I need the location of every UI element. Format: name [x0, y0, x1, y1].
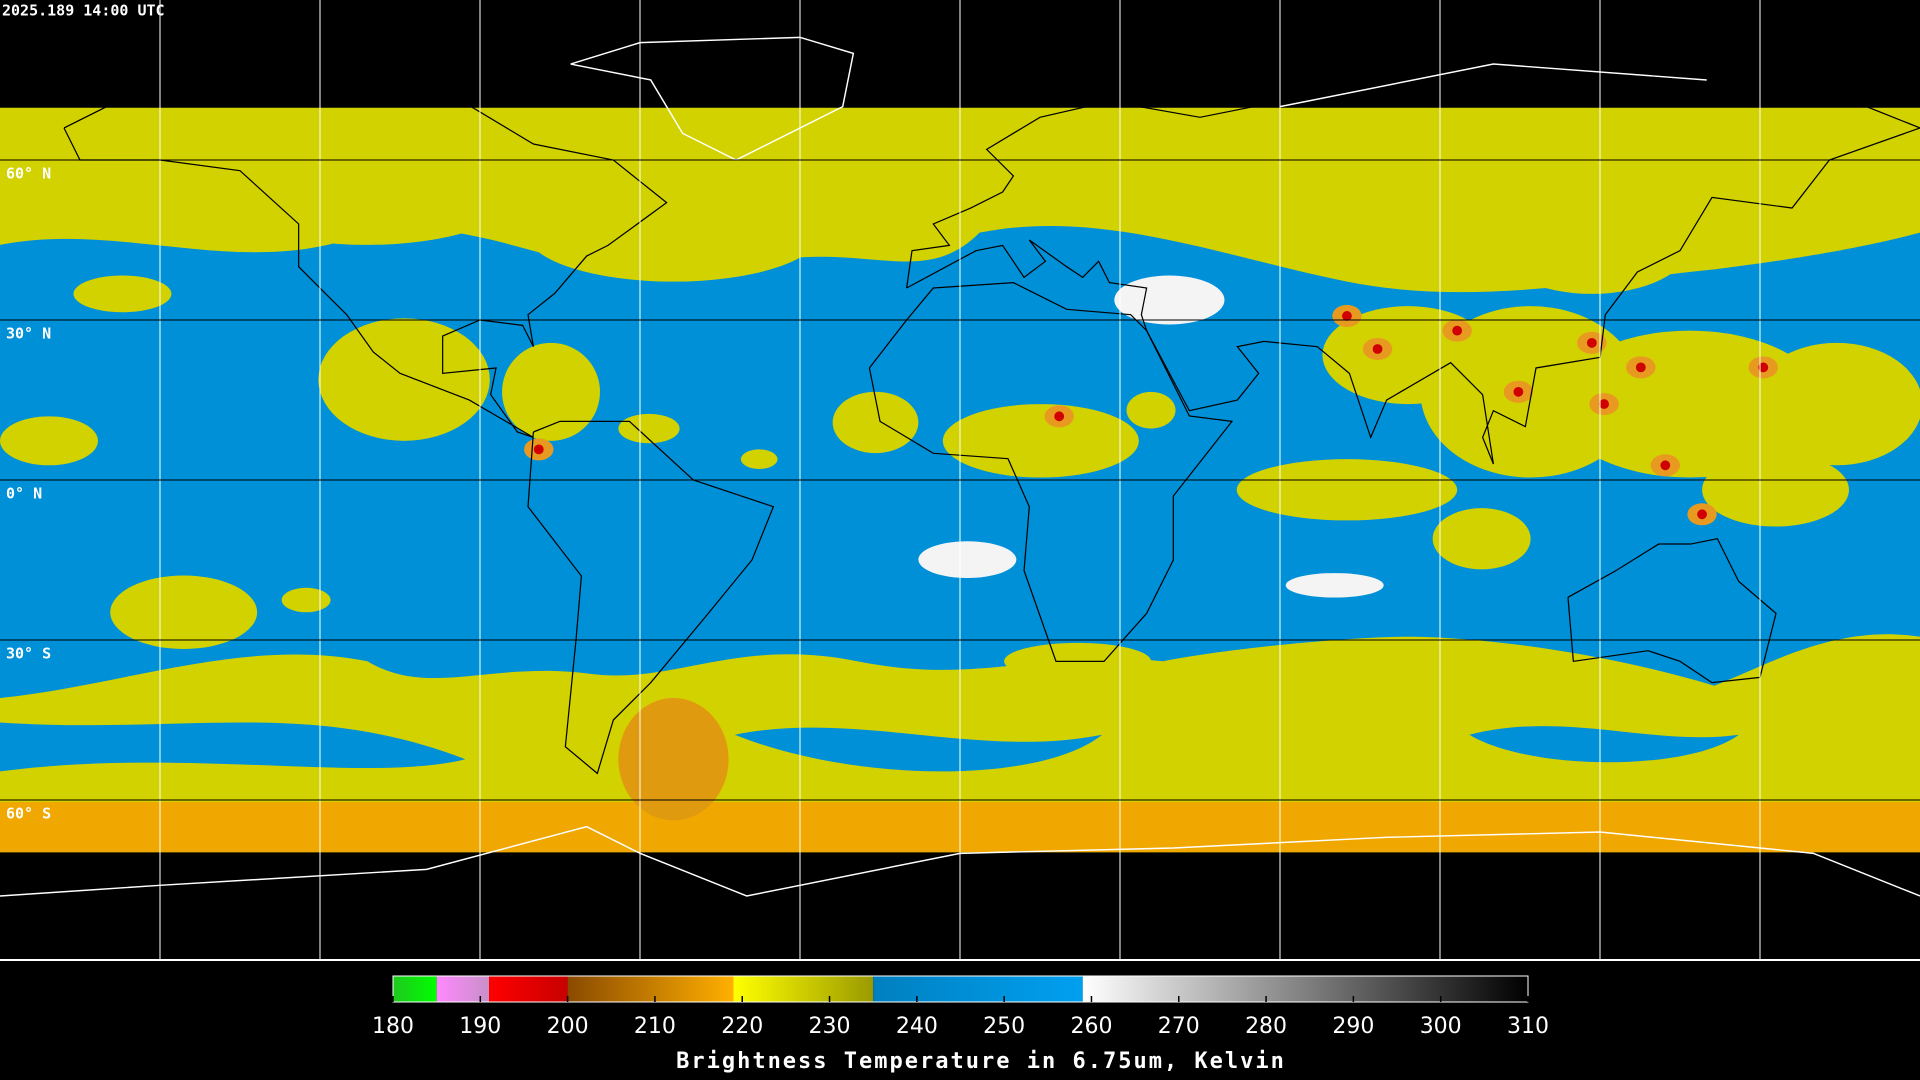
colorbar-segment: [436, 976, 490, 1002]
timestamp: 2025.189 14:00 UTC: [2, 2, 165, 20]
lat-label: 30° N: [6, 325, 51, 343]
cloud-core: [1599, 399, 1609, 409]
cloud-core: [1372, 344, 1383, 354]
colorbar-segment: [733, 976, 874, 1002]
polar-coastline: [570, 36, 855, 161]
cloud-core: [1586, 337, 1597, 348]
colorbar-tick-label: 240: [896, 1014, 938, 1039]
colorbar-tick-label: 190: [459, 1014, 501, 1039]
cloud: [1432, 508, 1531, 570]
cloud: [281, 587, 331, 613]
cloud: [1126, 391, 1176, 429]
cloud: [618, 413, 680, 444]
warm-patch: [1285, 573, 1384, 598]
coastline: [63, 95, 668, 438]
colorbar-tick-label: 310: [1507, 1014, 1549, 1039]
colorbar-segment: [873, 976, 1083, 1002]
cloud: [942, 404, 1139, 478]
coastline: [868, 281, 1234, 662]
colorbar-segment: [489, 976, 568, 1002]
cloud-core: [1452, 325, 1463, 336]
cloud-core: [1513, 386, 1524, 397]
lat-label: 60° S: [6, 805, 51, 823]
colorbar-tick-label: 250: [983, 1014, 1025, 1039]
cloud: [1702, 453, 1849, 527]
polar-coastline: [0, 825, 1920, 897]
cloud-core: [1342, 311, 1352, 321]
colorbar-tick-label: 270: [1158, 1014, 1200, 1039]
colorbar-segment: [1082, 976, 1528, 1002]
cloud-core: [1758, 362, 1769, 373]
cloud: [722, 134, 870, 233]
cloud: [1751, 342, 1920, 466]
colorbar-frame: [392, 975, 1529, 1003]
warm-patch: [918, 541, 1017, 578]
warm-patch: [1114, 275, 1225, 325]
coastline: [527, 420, 775, 775]
colorbar-tick-label: 280: [1245, 1014, 1287, 1039]
cloud: [110, 575, 258, 649]
dry-region: [0, 722, 1739, 772]
cloud: [832, 391, 919, 454]
colorbar-segment: [393, 976, 437, 1002]
map-border: [0, 959, 1920, 961]
lat-label: 0° N: [6, 485, 42, 503]
cloud: [740, 449, 778, 469]
cloud: [502, 342, 601, 441]
colorbar-tick-label: 230: [809, 1014, 851, 1039]
colorbar-tick-label: 220: [721, 1014, 763, 1039]
lat-label: 30° S: [6, 645, 51, 663]
cloud: [1493, 195, 1690, 294]
cold-patch: [618, 697, 729, 821]
cloud: [220, 146, 515, 245]
graticule: 60° N 30° N 0° N 30° S 60° S: [0, 0, 1920, 959]
cloud-core: [1635, 362, 1646, 373]
cloud: [73, 275, 172, 313]
colorbar-tick-label: 300: [1420, 1014, 1462, 1039]
cloud-core: [533, 444, 544, 455]
colorbar-tick-label: 290: [1332, 1014, 1374, 1039]
coastline: [906, 68, 1920, 465]
colorbar-title: Brightness Temperature in 6.75um, Kelvin: [676, 1049, 1286, 1074]
coastlines: [0, 36, 1920, 897]
colorbar-tick-label: 210: [634, 1014, 676, 1039]
cloud-core: [1660, 460, 1671, 471]
coastline: [1567, 537, 1777, 684]
cloud-core: [1697, 509, 1707, 520]
colorbar-tick-label: 200: [547, 1014, 589, 1039]
cloud: [1236, 459, 1458, 521]
colorbar: 180 190 200 210 220 230 240 250 260 270 280 290 300 3…: [372, 975, 1549, 1039]
colorbar-segment: [567, 976, 734, 1002]
colorbar-tick-label: 180: [372, 1014, 414, 1039]
cloud: [1200, 146, 1372, 245]
cloud: [330, 330, 405, 405]
lat-label: 60° N: [6, 165, 51, 183]
cloud-core: [1054, 411, 1065, 422]
polar-coastline: [1279, 63, 1707, 108]
cloud: [0, 416, 98, 466]
colorbar-tick-label: 260: [1070, 1014, 1112, 1039]
